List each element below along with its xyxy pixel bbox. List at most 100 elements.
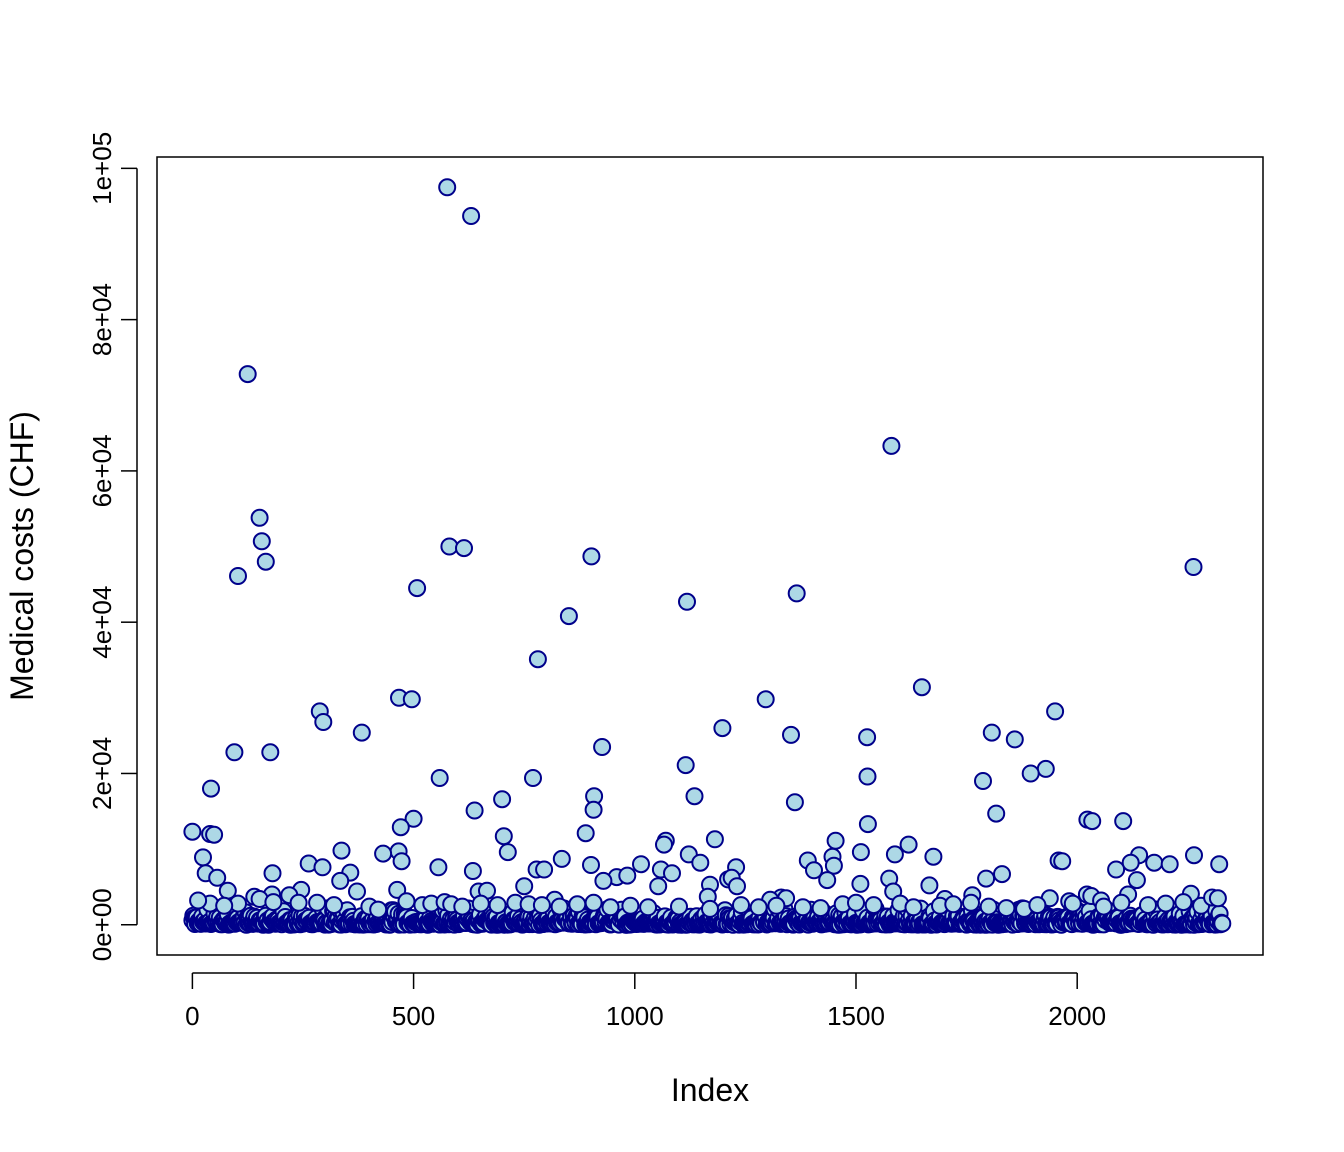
data-point — [594, 871, 613, 890]
data-point — [238, 365, 257, 384]
data-point — [993, 865, 1011, 884]
data-point — [1160, 855, 1179, 874]
data-point — [811, 899, 830, 918]
data-point — [1156, 894, 1175, 913]
data-point — [225, 743, 244, 762]
data-point — [471, 894, 490, 913]
data-point — [782, 725, 800, 744]
data-point — [1028, 896, 1047, 915]
data-point — [314, 713, 333, 731]
y-axis-title: Medical costs (CHF) — [4, 411, 40, 701]
data-point — [455, 539, 473, 558]
data-point — [524, 769, 542, 787]
data-point — [584, 800, 603, 819]
data-point — [430, 769, 449, 787]
x-tick-label: 0 — [185, 1001, 199, 1031]
data-point — [229, 567, 247, 585]
data-point — [429, 858, 448, 877]
data-point — [691, 853, 710, 872]
data-point — [402, 690, 421, 709]
data-point — [528, 650, 547, 669]
data-point — [1210, 855, 1229, 874]
x-tick-label: 500 — [392, 1001, 435, 1031]
data-point — [202, 779, 220, 798]
data-point — [250, 508, 269, 527]
x-axis-title: Index — [671, 1072, 749, 1108]
data-point — [793, 898, 812, 917]
data-point — [962, 893, 980, 912]
data-point — [676, 756, 695, 775]
data-point — [388, 880, 407, 899]
data-point — [974, 772, 992, 790]
data-point — [601, 898, 620, 917]
data-point — [787, 584, 806, 603]
data-point — [732, 896, 750, 915]
data-point — [532, 896, 551, 915]
data-point — [1107, 860, 1126, 879]
data-point — [639, 898, 658, 917]
data-point — [621, 896, 640, 915]
data-point — [847, 893, 865, 912]
y-tick-label: 2e+04 — [87, 737, 117, 810]
data-point — [494, 827, 513, 846]
data-point — [1185, 846, 1203, 865]
data-point — [582, 856, 600, 874]
data-point — [256, 552, 275, 571]
data-point — [189, 891, 208, 910]
data-point — [453, 897, 472, 916]
data-point — [208, 868, 227, 887]
data-point — [374, 844, 393, 863]
data-point — [858, 767, 877, 786]
data-point — [851, 874, 870, 893]
data-point — [885, 845, 904, 864]
data-point — [264, 893, 283, 912]
data-point — [369, 900, 388, 919]
data-point — [920, 876, 939, 895]
data-point — [462, 207, 481, 225]
data-point — [785, 793, 804, 812]
data-point — [438, 178, 457, 197]
data-point — [352, 723, 371, 742]
data-point — [1114, 812, 1133, 831]
data-point — [728, 877, 746, 896]
data-point — [1208, 889, 1227, 908]
data-point — [851, 843, 870, 862]
y-tick-label: 1e+05 — [87, 132, 117, 205]
data-point — [1036, 759, 1055, 778]
data-point — [1063, 894, 1082, 913]
data-point — [924, 847, 943, 866]
data-point — [678, 592, 696, 611]
data-point — [1121, 853, 1140, 872]
data-point — [649, 877, 668, 896]
data-point — [313, 858, 332, 877]
data-point — [559, 607, 578, 626]
data-point — [183, 822, 202, 841]
data-point — [1145, 853, 1164, 872]
x-tick-label: 1500 — [827, 1001, 885, 1031]
data-point — [576, 824, 595, 843]
data-point — [701, 899, 719, 918]
data-point — [552, 849, 571, 868]
data-point — [515, 877, 534, 896]
x-axis: 0 500 1000 1500 2000 — [185, 972, 1106, 1031]
data-point — [944, 895, 963, 914]
data-point — [404, 809, 423, 828]
data-point — [670, 897, 688, 916]
data-point — [982, 723, 1001, 742]
data-points — [183, 178, 1232, 934]
data-point — [979, 897, 998, 916]
data-point — [899, 835, 918, 854]
data-point — [332, 841, 351, 860]
data-point — [493, 790, 512, 809]
data-point — [864, 896, 883, 915]
data-point — [593, 738, 612, 756]
data-point — [1127, 871, 1146, 890]
data-point — [1046, 702, 1065, 721]
data-point — [289, 893, 308, 912]
y-tick-label: 6e+04 — [87, 434, 117, 507]
data-point — [1213, 914, 1232, 933]
data-point — [705, 830, 724, 849]
data-point — [568, 895, 587, 914]
data-point — [1112, 893, 1131, 912]
